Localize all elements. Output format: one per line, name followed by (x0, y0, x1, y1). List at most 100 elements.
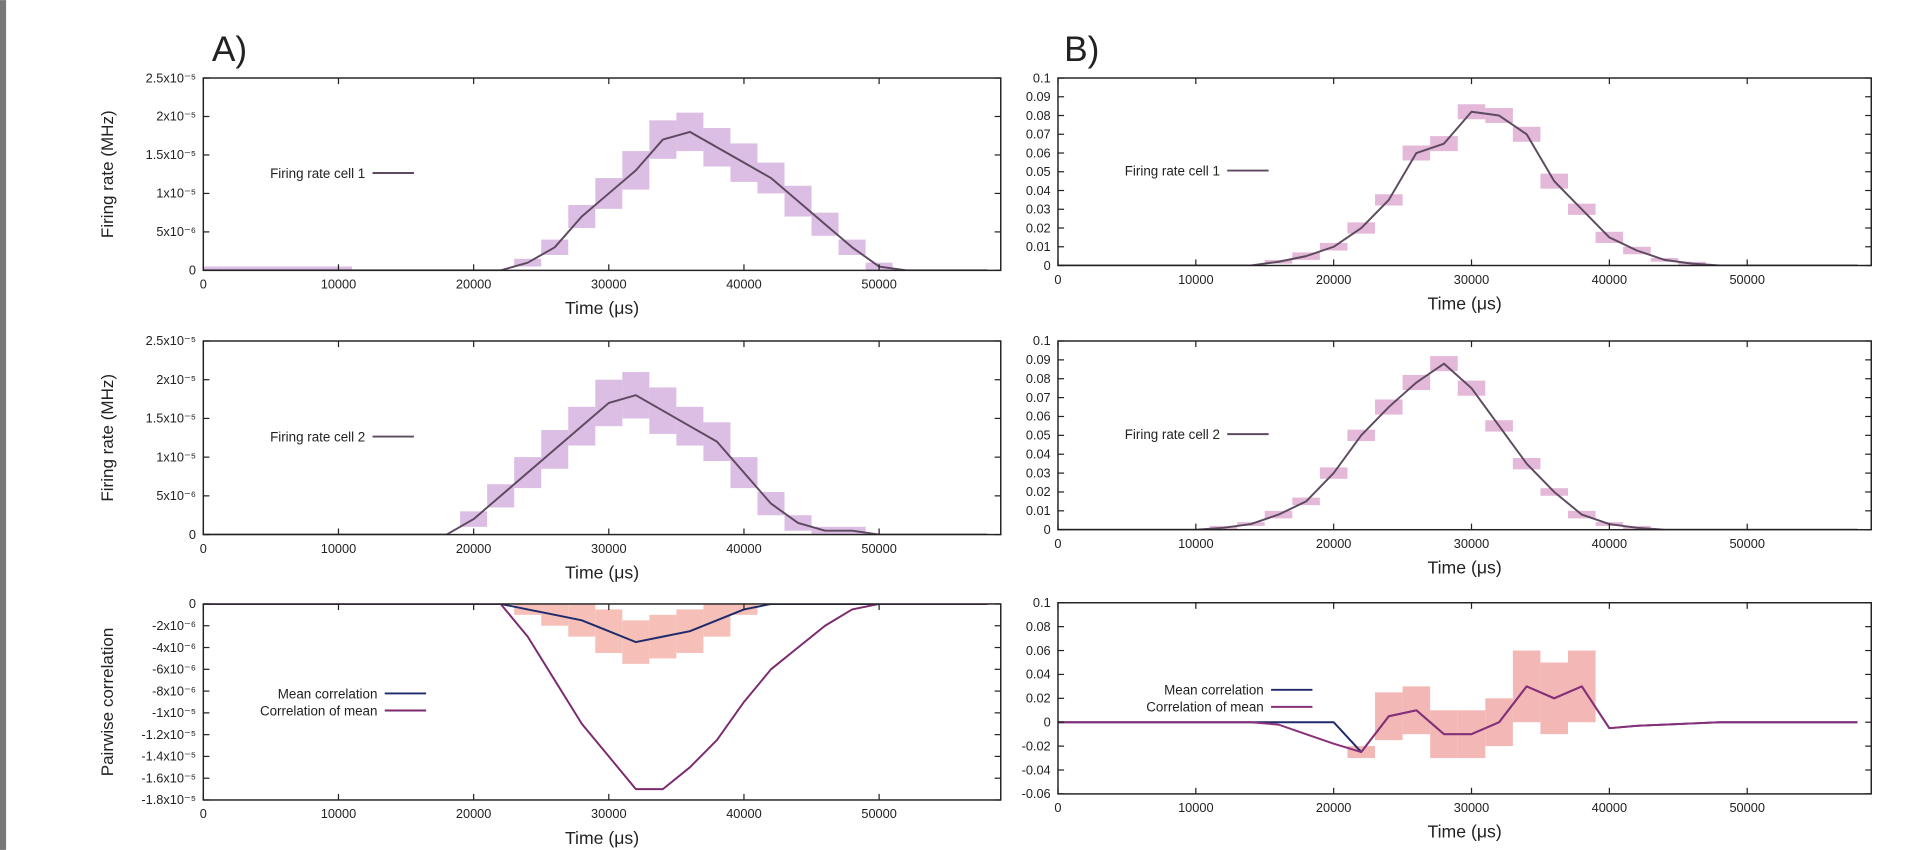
window-edge (0, 0, 7, 850)
y-axis-label: Pairwise correlation (98, 628, 117, 777)
y-tick-label: 2x10⁻⁵ (156, 109, 196, 124)
y-tick-label: 2.5x10⁻⁵ (146, 333, 196, 348)
y-tick-label: 0 (1044, 714, 1051, 729)
y-tick-label: 0 (189, 527, 196, 542)
y-tick-label: -0.02 (1022, 738, 1051, 753)
y-tick-label: -1.4x10⁻⁵ (141, 749, 196, 764)
data-line (1057, 362, 1858, 530)
error-band (243, 266, 271, 271)
y-tick-label: 0 (1044, 258, 1051, 273)
x-tick-label: 0 (200, 806, 207, 821)
y-tick-label: -0.04 (1022, 762, 1051, 777)
error-band (216, 266, 244, 271)
y-tick-label: 1x10⁻⁵ (156, 449, 196, 464)
x-tick-label: 20000 (1316, 272, 1351, 287)
x-axis-label: Time (μs) (1428, 558, 1502, 578)
legend-label: Firing rate cell 2 (1125, 427, 1220, 442)
x-tick-label: 10000 (1178, 272, 1214, 287)
plot-area (1057, 650, 1858, 759)
x-tick-label: 50000 (1729, 536, 1765, 551)
x-tick-label: 40000 (1592, 800, 1628, 815)
y-tick-label: 0.09 (1026, 89, 1051, 104)
panel-label: B) (1064, 30, 1099, 69)
data-line (1057, 685, 1858, 754)
x-tick-label: 20000 (456, 806, 492, 821)
x-tick-label: 40000 (1592, 536, 1628, 551)
x-tick-label: 50000 (861, 806, 897, 821)
x-tick-label: 0 (200, 541, 207, 556)
y-tick-label: -0.06 (1022, 786, 1051, 801)
x-tick-label: 20000 (1316, 536, 1351, 551)
plot-area (203, 112, 988, 271)
y-tick-label: 0.02 (1026, 691, 1051, 706)
x-axis-label: Time (μs) (1428, 822, 1502, 842)
x-tick-label: 0 (200, 277, 207, 292)
x-tick-label: 50000 (1729, 800, 1765, 815)
x-tick-label: 0 (1054, 536, 1061, 551)
y-tick-label: 0.03 (1026, 202, 1051, 217)
error-band (297, 266, 325, 271)
y-tick-label: 0.05 (1026, 164, 1051, 179)
x-axis-label: Time (μs) (1428, 293, 1502, 313)
data-line (203, 603, 988, 791)
y-tick-label: 0 (1044, 522, 1051, 537)
y-tick-label: 5x10⁻⁶ (156, 224, 196, 239)
y-tick-label: 0.1 (1033, 70, 1051, 85)
data-line (203, 603, 988, 644)
x-tick-label: 40000 (726, 277, 762, 292)
y-tick-label: 0.02 (1026, 220, 1051, 235)
legend-label: Mean correlation (278, 686, 378, 701)
plot-area (1057, 104, 1858, 266)
legend-label: Firing rate cell 1 (1125, 163, 1220, 178)
y-tick-label: -2x10⁻⁶ (152, 618, 196, 633)
y-axis-label: Firing rate (MHz) (98, 374, 117, 502)
legend-label: Firing rate cell 2 (270, 429, 365, 444)
y-tick-label: 0.06 (1026, 643, 1051, 658)
panel-label: A) (212, 30, 247, 69)
y-tick-label: 0.08 (1026, 371, 1051, 386)
x-tick-label: 40000 (1592, 272, 1628, 287)
x-tick-label: 30000 (1454, 800, 1490, 815)
x-tick-label: 20000 (1316, 800, 1351, 815)
y-tick-label: 0 (189, 263, 196, 278)
data-line (203, 394, 988, 535)
y-tick-label: 1.5x10⁻⁵ (146, 147, 196, 162)
y-tick-label: 0.07 (1026, 390, 1051, 405)
x-tick-label: 50000 (861, 277, 897, 292)
x-tick-label: 10000 (321, 277, 357, 292)
y-tick-label: 0.08 (1026, 619, 1051, 634)
x-tick-label: 30000 (591, 806, 627, 821)
y-tick-label: 0 (189, 596, 196, 611)
x-tick-label: 10000 (321, 806, 357, 821)
y-tick-label: 0.07 (1026, 127, 1051, 142)
plot-area (203, 371, 988, 535)
y-tick-label: 0.1 (1033, 333, 1051, 348)
legend-label: Firing rate cell 1 (270, 166, 365, 181)
y-tick-label: 0.04 (1026, 183, 1051, 198)
y-tick-label: 0.01 (1026, 503, 1051, 518)
x-tick-label: 30000 (591, 541, 627, 556)
y-tick-label: 5x10⁻⁶ (156, 488, 196, 503)
y-axis-label: Firing rate (MHz) (98, 110, 117, 238)
y-tick-label: -1.2x10⁻⁵ (141, 727, 196, 742)
legend-label: Correlation of mean (1146, 700, 1263, 715)
y-tick-label: -1.8x10⁻⁵ (141, 792, 196, 807)
data-line (203, 130, 988, 271)
x-tick-label: 10000 (1178, 536, 1214, 551)
x-tick-label: 40000 (726, 541, 762, 556)
y-tick-label: 2.5x10⁻⁵ (146, 70, 196, 85)
legend-label: Mean correlation (1164, 683, 1264, 698)
y-tick-label: 1.5x10⁻⁵ (146, 411, 196, 426)
x-axis-label: Time (μs) (565, 562, 639, 582)
y-tick-label: 0.04 (1026, 446, 1051, 461)
plot-frame (202, 603, 1002, 801)
y-tick-label: 0.08 (1026, 108, 1051, 123)
y-tick-label: 0.1 (1033, 595, 1051, 610)
x-tick-label: 40000 (726, 806, 762, 821)
x-tick-label: 30000 (591, 277, 627, 292)
y-tick-label: 0.01 (1026, 239, 1051, 254)
y-tick-label: 0.06 (1026, 409, 1051, 424)
plot-frame (202, 340, 1002, 536)
